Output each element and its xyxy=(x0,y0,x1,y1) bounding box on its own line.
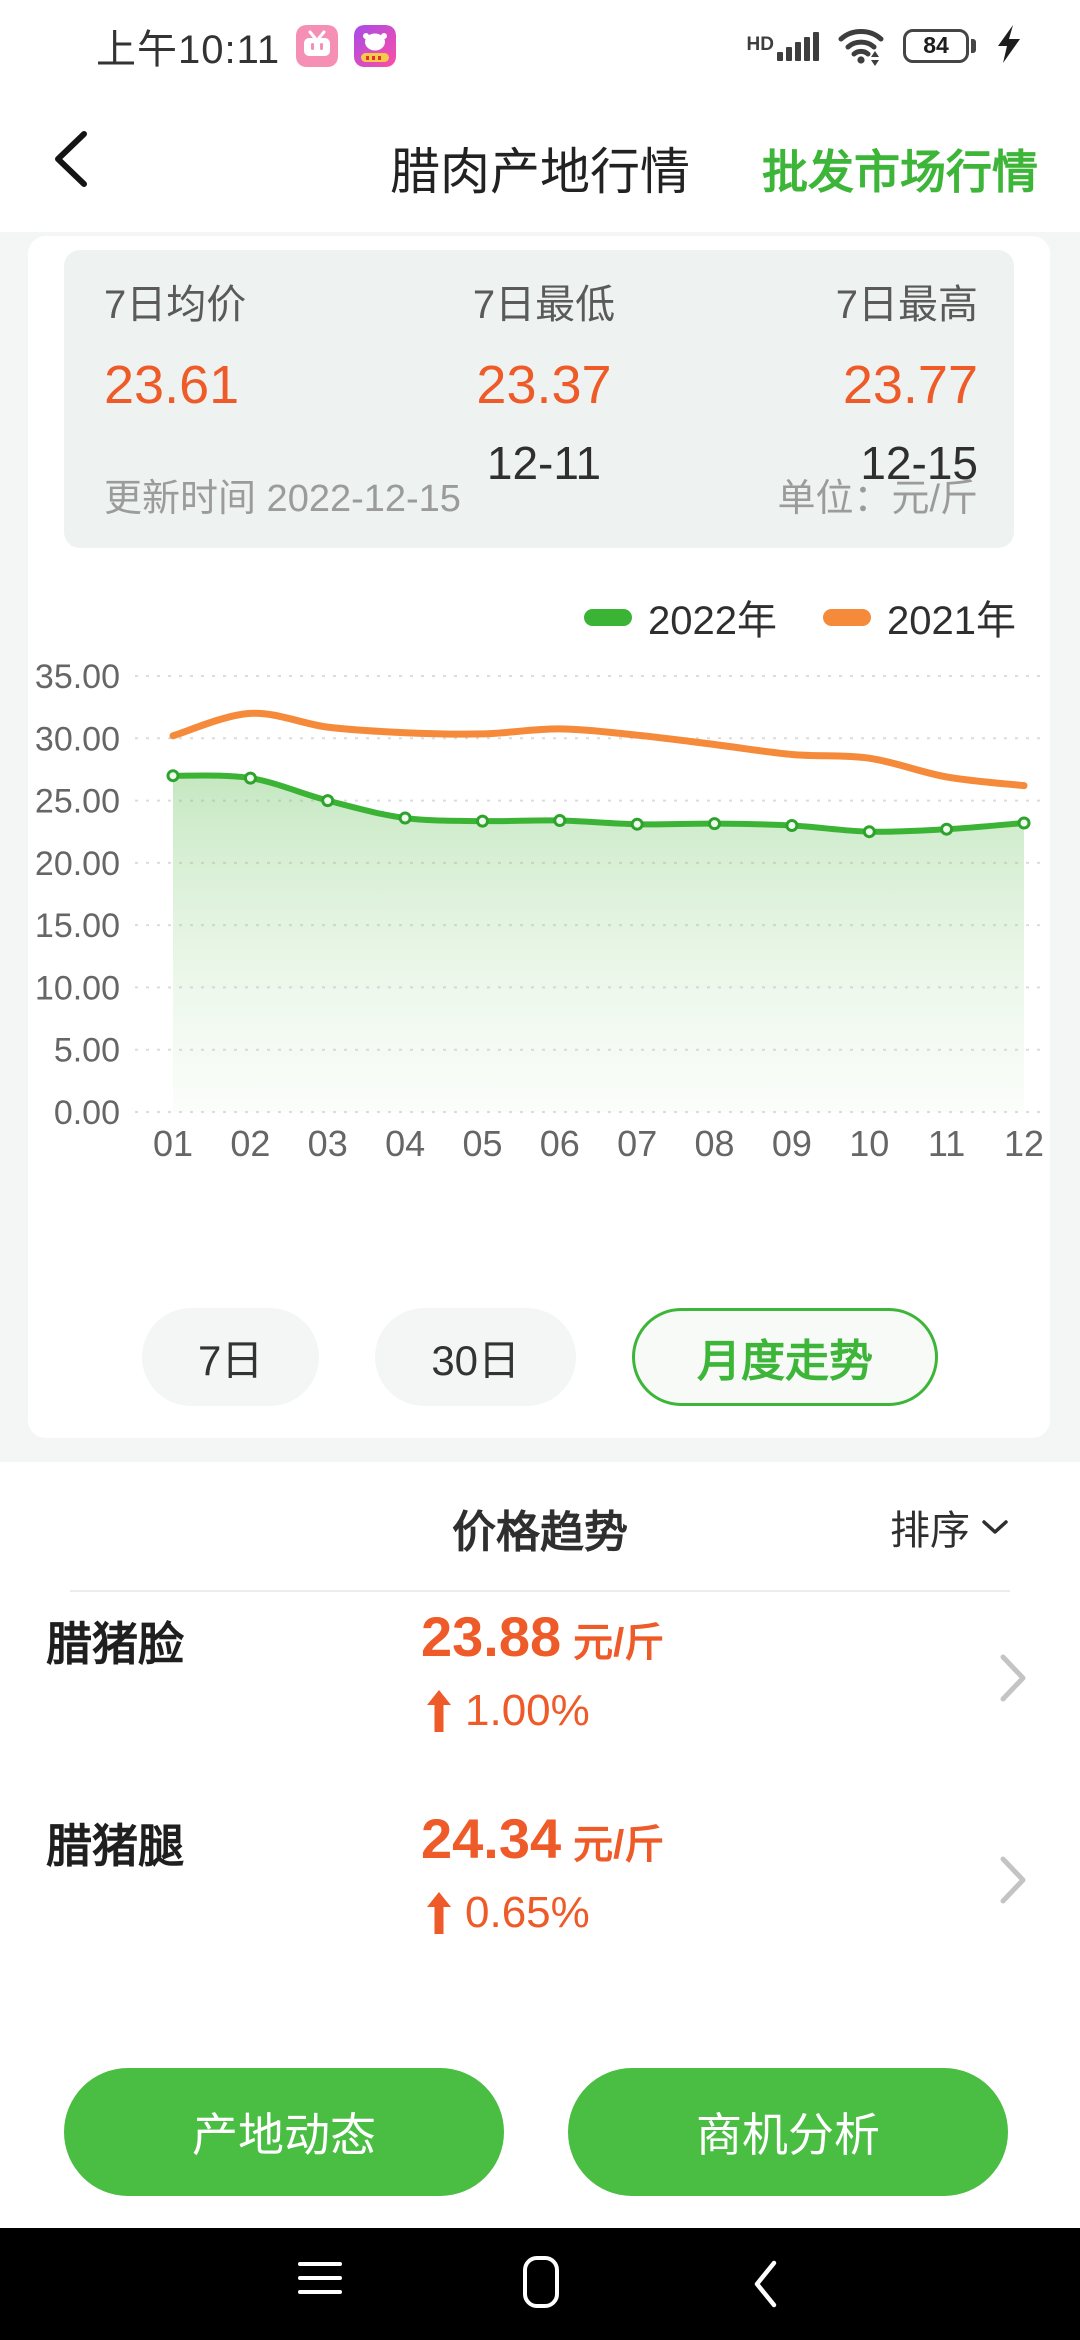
legend-item-2022[interactable]: 2022年 xyxy=(584,588,777,646)
origin-news-button[interactable]: 产地动态 xyxy=(64,2068,504,2196)
svg-text:25.00: 25.00 xyxy=(35,783,120,821)
tab-7day[interactable]: 7日 xyxy=(141,1308,320,1406)
product-price: 23.88 元/斤 xyxy=(421,1604,664,1669)
svg-text:06: 06 xyxy=(540,1123,580,1164)
product-name: 腊猪脸 xyxy=(46,1618,184,1670)
svg-text:03: 03 xyxy=(308,1123,348,1164)
svg-text:0.00: 0.00 xyxy=(54,1094,120,1132)
up-arrow-icon xyxy=(427,1892,451,1934)
unit-label: 单位：元/斤 xyxy=(777,478,978,520)
recents-button[interactable] xyxy=(298,2262,342,2294)
product-name: 腊猪腿 xyxy=(46,1820,184,1872)
status-left: 上午10:11 xyxy=(96,17,397,75)
max-price-label: 7日最高 xyxy=(835,283,978,327)
legend-item-2021[interactable]: 2021年 xyxy=(823,588,1016,646)
status-bar: 上午10:11 xyxy=(0,0,1080,86)
price-value: 24.34 xyxy=(421,1807,562,1870)
max-price-date: 12-15 xyxy=(860,437,978,489)
min-price-value: 23.37 xyxy=(476,355,612,415)
divider xyxy=(70,1590,1010,1592)
svg-text:12: 12 xyxy=(1004,1123,1044,1164)
change-percent: 1.00% xyxy=(465,1686,590,1735)
svg-text:30.00: 30.00 xyxy=(35,720,120,758)
min-price-label: 7日最低 xyxy=(472,283,616,327)
bilibili-notification-icon xyxy=(296,25,339,67)
android-nav-bar xyxy=(0,2228,1080,2340)
chart-legend: 2022年 2021年 xyxy=(584,588,1016,646)
product-price: 24.34 元/斤 xyxy=(421,1806,664,1871)
svg-text:10.00: 10.00 xyxy=(35,969,120,1007)
up-arrow-icon xyxy=(427,1690,451,1732)
price-change: 1.00% xyxy=(425,1686,590,1736)
min-price-block: 7日最低 23.37 12-11 xyxy=(394,272,694,490)
svg-text:15.00: 15.00 xyxy=(35,907,120,945)
legend-label-2021: 2021年 xyxy=(887,599,1016,643)
footer-buttons: 产地动态 商机分析 xyxy=(64,2068,1008,2196)
sort-button[interactable]: 排序 xyxy=(890,1498,1010,1556)
max-price-block: 7日最高 23.77 12-15 xyxy=(658,272,978,490)
svg-text:5.00: 5.00 xyxy=(54,1032,120,1070)
wifi-icon xyxy=(837,22,885,71)
clock: 上午10:11 xyxy=(96,28,281,72)
avg-price-block: 7日均价 23.61 xyxy=(104,272,246,416)
svg-text:02: 02 xyxy=(230,1123,270,1164)
svg-text:20.00: 20.00 xyxy=(35,845,120,883)
change-percent: 0.65% xyxy=(465,1888,590,1937)
summary-footer: 更新时间 2022-12-15 单位：元/斤 xyxy=(104,467,978,522)
price-change: 0.65% xyxy=(425,1888,590,1938)
svg-text:04: 04 xyxy=(385,1123,425,1164)
svg-text:11: 11 xyxy=(928,1123,965,1164)
chevron-down-icon xyxy=(982,1520,1008,1534)
svg-text:01: 01 xyxy=(153,1123,193,1164)
page-title: 腊肉产地行情 xyxy=(390,144,690,200)
update-time: 更新时间 2022-12-15 xyxy=(104,478,461,520)
cell-signal-icon: HD xyxy=(746,31,819,61)
home-button[interactable] xyxy=(523,2256,559,2308)
max-price-value: 23.77 xyxy=(842,355,978,415)
battery-percent: 84 xyxy=(923,31,949,58)
price-unit: 元/斤 xyxy=(573,1621,665,1665)
price-trend-chart: 0.00 5.00 10.00 15.00 20.00 25.00 30.00 35.00 01… xyxy=(35,658,1048,1164)
section-title: 价格趋势 xyxy=(452,1508,628,1557)
tab-monthly-trend[interactable]: 月度走势 xyxy=(632,1308,939,1406)
sort-label: 排序 xyxy=(890,1509,970,1553)
nav-back-button[interactable] xyxy=(752,2258,778,2315)
svg-text:07: 07 xyxy=(617,1123,657,1164)
game-notification-icon xyxy=(354,25,397,67)
back-icon[interactable] xyxy=(48,128,98,190)
chevron-right-icon[interactable] xyxy=(998,1652,1028,1709)
legend-swatch-orange xyxy=(823,608,872,626)
price-unit: 元/斤 xyxy=(573,1823,665,1867)
tab-30day[interactable]: 30日 xyxy=(375,1308,577,1406)
summary-card: 7日均价 23.61 7日最低 23.37 12-11 7日最高 23.77 1… xyxy=(64,250,1014,548)
avg-price-label: 7日均价 xyxy=(104,283,247,327)
min-price-date: 12-11 xyxy=(486,437,602,489)
status-right: HD xyxy=(747,22,1024,71)
svg-text:08: 08 xyxy=(694,1123,734,1164)
range-tabs: 7日 30日 月度走势 xyxy=(0,1308,1080,1406)
avg-price-value: 23.61 xyxy=(104,355,240,415)
chevron-right-icon[interactable] xyxy=(998,1854,1028,1911)
legend-label-2022: 2022年 xyxy=(648,599,778,643)
svg-text:09: 09 xyxy=(772,1123,812,1164)
battery-icon: 84 xyxy=(903,29,976,63)
business-analysis-button[interactable]: 商机分析 xyxy=(568,2068,1008,2196)
product-row-lazhulian[interactable]: 腊猪脸 23.88 元/斤 1.00% xyxy=(0,1596,1080,1792)
legend-swatch-green xyxy=(584,608,633,626)
product-row-lazhutui[interactable]: 腊猪腿 24.34 元/斤 0.65% xyxy=(0,1798,1080,1994)
hd-label: HD xyxy=(746,33,774,55)
svg-text:35.00: 35.00 xyxy=(35,658,120,696)
price-value: 23.88 xyxy=(421,1605,562,1668)
svg-text:05: 05 xyxy=(462,1123,502,1164)
svg-text:10: 10 xyxy=(849,1123,889,1164)
wholesale-market-link[interactable]: 批发市场行情 xyxy=(762,146,1038,198)
app-header: 腊肉产地行情 批发市场行情 xyxy=(0,86,1080,232)
charging-bolt-icon xyxy=(994,24,1024,69)
